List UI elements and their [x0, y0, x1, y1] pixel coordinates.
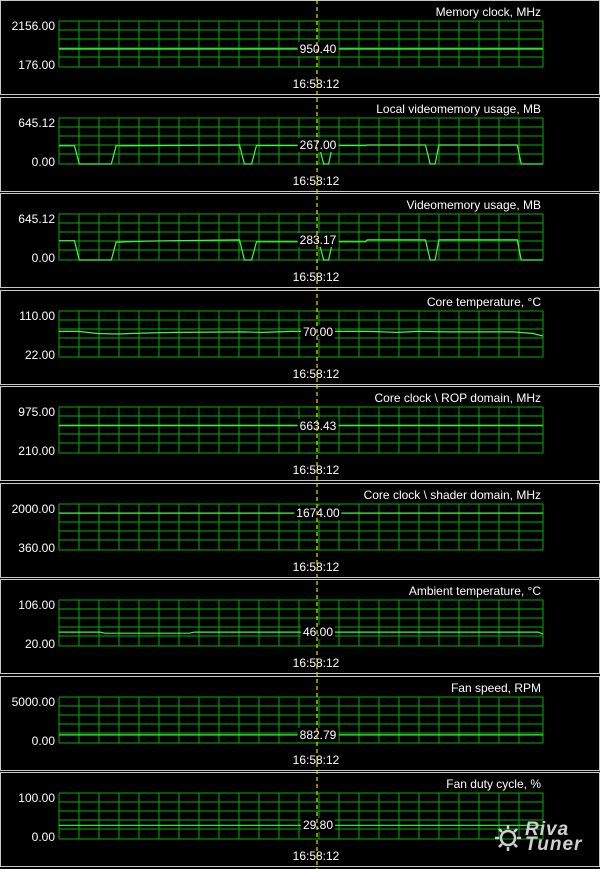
graph-canvas	[58, 406, 544, 454]
y-min-label: 0.00	[31, 155, 55, 169]
graph-canvas	[58, 599, 544, 647]
memory-clock-panel: Memory clock, MHz 2156.00 176.00 950.40 …	[0, 0, 600, 95]
graph-title: Core clock \ ROP domain, MHz	[374, 391, 542, 405]
graph-title: Memory clock, MHz	[435, 5, 541, 19]
timestamp: 16:58:12	[292, 367, 340, 381]
y-max-label: 2156.00	[11, 19, 55, 33]
graph-plot[interactable]	[58, 406, 544, 454]
current-value: 663.43	[297, 418, 339, 433]
data-series-line	[59, 631, 544, 635]
graph-title: Core clock \ shader domain, MHz	[363, 488, 541, 502]
fan-speed-panel: Fan speed, RPM 5000.00 0.00 882.79 16:58…	[0, 676, 600, 771]
graph-title: Fan speed, RPM	[450, 681, 541, 695]
graph-plot[interactable]	[58, 213, 544, 261]
y-min-label: 0.00	[31, 830, 55, 844]
graph-plot[interactable]	[58, 310, 544, 358]
graph-plot[interactable]	[58, 599, 544, 647]
ambient-temperature-panel: Ambient temperature, °C 106.00 20.00 46.…	[0, 579, 600, 674]
graph-title: Core temperature, °C	[426, 295, 541, 309]
timestamp: 16:58:12	[292, 463, 340, 477]
y-min-label: 210.00	[18, 444, 55, 458]
y-max-label: 100.00	[18, 791, 55, 805]
graph-grid	[58, 599, 544, 647]
y-max-label: 106.00	[18, 598, 55, 612]
y-min-label: 0.00	[31, 734, 55, 748]
timestamp: 16:58:12	[292, 77, 340, 91]
graph-title: Fan duty cycle, %	[446, 777, 541, 791]
timestamp: 16:58:12	[292, 753, 340, 767]
y-max-label: 645.12	[18, 116, 55, 130]
fan-duty-cycle-panel: Fan duty cycle, % 100.00 0.00 29.80 16:5…	[0, 772, 600, 867]
timestamp: 16:58:12	[292, 174, 340, 188]
graph-grid	[58, 213, 544, 261]
current-value: 1674.00	[294, 506, 342, 521]
y-min-label: 360.00	[18, 541, 55, 555]
gear-icon	[495, 825, 521, 851]
y-max-label: 110.00	[19, 309, 55, 323]
y-max-label: 2000.00	[11, 502, 55, 516]
current-value: 882.79	[297, 727, 339, 742]
rop-clock-panel: Core clock \ ROP domain, MHz 975.00 210.…	[0, 386, 600, 481]
timestamp: 16:58:12	[292, 656, 340, 670]
shader-clock-panel: Core clock \ shader domain, MHz 2000.00 …	[0, 483, 600, 578]
y-min-label: 20.00	[24, 637, 55, 651]
rivatuner-logo	[495, 825, 521, 851]
current-value: 267.00	[297, 137, 339, 152]
y-min-label: 22.00	[24, 348, 55, 362]
current-value: 70.00	[300, 324, 336, 339]
current-value: 29.80	[300, 818, 336, 833]
y-min-label: 176.00	[18, 58, 55, 72]
data-series-line	[59, 239, 543, 261]
videomemory-panel: Videomemory usage, MB 645.12 0.00 283.17…	[0, 193, 600, 288]
graph-title: Local videomemory usage, MB	[376, 102, 541, 116]
graph-title: Ambient temperature, °C	[408, 584, 541, 598]
core-temperature-panel: Core temperature, °C 110.00 22.00 70.00 …	[0, 290, 600, 385]
y-max-label: 975.00	[18, 405, 55, 419]
graph-title: Videomemory usage, MB	[406, 198, 541, 212]
timestamp: 16:58:12	[292, 849, 340, 863]
y-min-label: 0.00	[31, 251, 55, 265]
graph-grid	[58, 406, 544, 454]
timestamp: 16:58:12	[292, 560, 340, 574]
rivatuner-logo-text: Riva Tuner	[525, 819, 583, 855]
current-value: 46.00	[300, 625, 336, 640]
timestamp: 16:58:12	[292, 270, 340, 284]
local-videomemory-panel: Local videomemory usage, MB 645.12 0.00 …	[0, 97, 600, 192]
graph-grid	[58, 310, 544, 358]
current-value: 950.40	[297, 42, 339, 56]
current-value: 283.17	[297, 232, 339, 247]
data-series-line	[59, 144, 543, 165]
graph-canvas	[58, 213, 544, 261]
y-max-label: 645.12	[18, 212, 55, 226]
y-max-label: 5000.00	[11, 695, 55, 709]
graph-canvas	[58, 310, 544, 358]
